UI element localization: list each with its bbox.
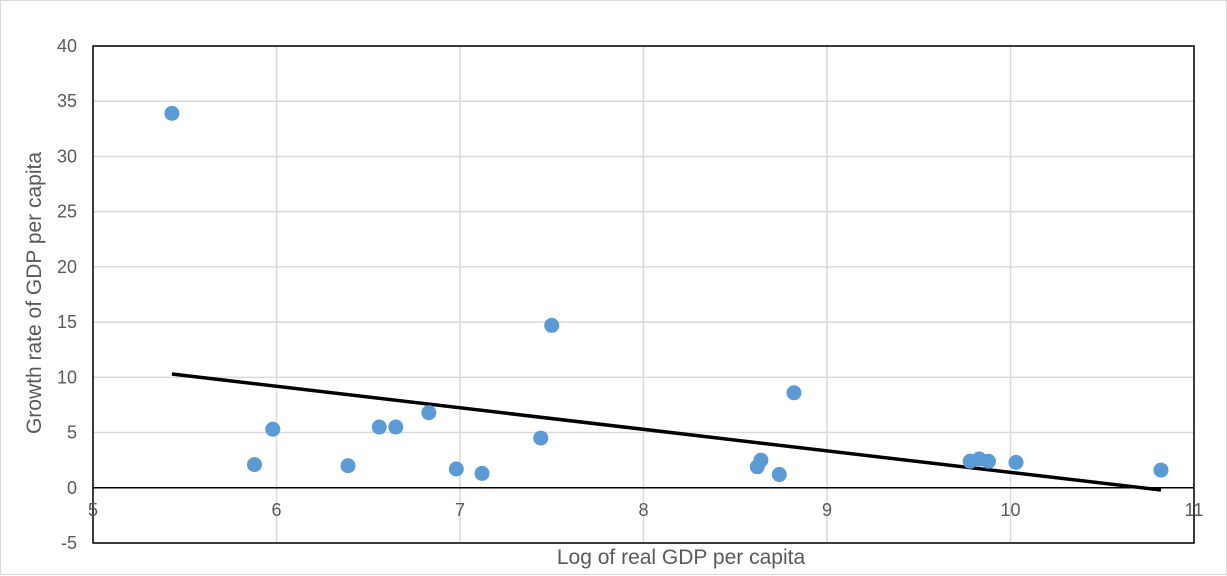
data-point (371, 419, 387, 435)
data-point (164, 105, 180, 121)
data-point (544, 317, 560, 333)
data-point (388, 419, 404, 435)
data-point (421, 405, 437, 421)
x-tick-label: 11 (1185, 500, 1204, 520)
y-tick-label: 20 (57, 257, 77, 277)
gridlines (92, 45, 1195, 544)
y-tick-label: 30 (57, 146, 77, 166)
data-point (1008, 454, 1024, 470)
x-axis-title: Log of real GDP per capita (557, 546, 806, 569)
x-tick-label: 10 (1000, 500, 1020, 520)
y-axis-title: Growth rate of GDP per capita (23, 152, 46, 434)
data-point (786, 385, 802, 401)
data-point (1153, 462, 1169, 478)
y-tick-label: 10 (57, 367, 77, 387)
data-point (980, 453, 996, 469)
data-point (265, 421, 281, 437)
y-tick-label: 0 (67, 478, 77, 498)
y-tick-label: 15 (57, 312, 77, 332)
x-tick-label: 8 (638, 500, 648, 520)
data-point (533, 430, 549, 446)
trendline (171, 372, 1162, 492)
data-points (164, 105, 1169, 483)
y-tick-label: 35 (57, 91, 77, 111)
data-point (771, 467, 787, 483)
data-point (753, 452, 769, 468)
data-point (246, 457, 262, 473)
y-tick-label: 25 (57, 202, 77, 222)
axes (92, 45, 1195, 544)
data-point (448, 461, 464, 477)
y-tick-label: 5 (67, 423, 77, 443)
plot-area-border (92, 45, 1195, 544)
data-point (474, 465, 490, 481)
x-tick-label: 5 (88, 500, 98, 520)
data-point (340, 458, 356, 474)
x-tick-label: 6 (271, 500, 281, 520)
y-tick-label: -5 (61, 533, 77, 553)
x-tick-label: 9 (822, 500, 832, 520)
y-tick-label: 40 (57, 36, 77, 56)
trendline-layer (171, 372, 1162, 492)
x-tick-label: 7 (455, 500, 465, 520)
